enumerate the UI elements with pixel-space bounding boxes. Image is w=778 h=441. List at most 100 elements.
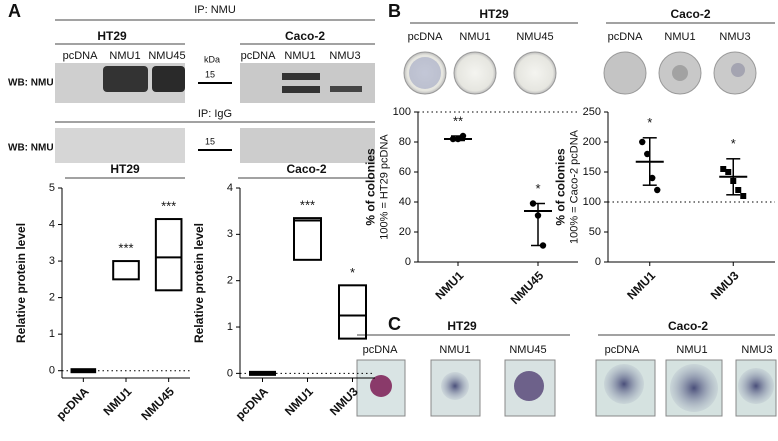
y-tick-label: 2	[49, 292, 55, 304]
y-axis-label: Relative protein level	[14, 223, 28, 343]
dish-image	[453, 51, 497, 95]
x-tick-label: NMU3	[708, 268, 742, 302]
lane-label: pcDNA	[241, 50, 277, 62]
bar	[70, 368, 97, 374]
marker-label: 15	[205, 69, 215, 79]
y-tick-label: 4	[227, 182, 233, 194]
y-tick-label: 40	[399, 196, 411, 208]
y-axis-label: % of colonies	[554, 148, 568, 226]
blot-band	[330, 86, 362, 92]
blot-image	[55, 128, 185, 163]
blot-band	[103, 66, 148, 92]
significance: *	[350, 265, 355, 280]
lane-label: pcDNA	[408, 31, 444, 43]
data-point	[730, 178, 737, 184]
data-point	[735, 187, 742, 193]
lane-label: NMU1	[109, 50, 140, 62]
significance: ***	[118, 241, 133, 256]
y-tick-label: 4	[49, 218, 55, 230]
significance: *	[731, 136, 736, 151]
colony-stain	[672, 65, 688, 81]
data-point	[740, 193, 747, 199]
marker-label: 15	[205, 136, 215, 146]
ip-label: IP: IgG	[198, 108, 232, 120]
lane-label: pcDNA	[363, 344, 399, 356]
dish-image	[403, 51, 447, 95]
y-tick-label: 250	[583, 106, 601, 118]
y-tick-label: 0	[405, 256, 411, 268]
lane-label: NMU1	[676, 344, 707, 356]
colony	[670, 364, 718, 412]
x-tick-label: NMU1	[624, 268, 658, 302]
image-header: HT29	[447, 319, 477, 333]
blot-image	[240, 63, 375, 103]
chart-title: HT29	[110, 162, 140, 176]
x-tick-label: pcDNA	[233, 384, 271, 422]
lane-label: NMU3	[719, 31, 750, 43]
lane-label: NMU45	[509, 344, 546, 356]
y-tick-label: 20	[399, 226, 411, 238]
panel-label: C	[388, 314, 401, 334]
bar	[338, 284, 367, 340]
blot-band	[282, 86, 320, 93]
blot-band	[282, 73, 320, 80]
y-axis-label: 100% = HT29 pcDNA	[378, 134, 390, 240]
lane-label: NMU3	[741, 344, 772, 356]
y-axis-label: 100% = Caco-2 pcDNA	[568, 129, 580, 244]
y-axis-label: % of colonies	[364, 148, 378, 226]
image-header: Caco-2	[668, 319, 708, 333]
colony	[441, 372, 469, 400]
chart-title: HT29	[479, 7, 509, 21]
x-tick-label: NMU1	[282, 384, 316, 418]
data-point	[449, 135, 457, 143]
y-tick-label: 200	[583, 136, 601, 148]
lane-label: NMU1	[439, 344, 470, 356]
x-tick-label: NMU3	[327, 384, 361, 418]
chart-title: Caco-2	[670, 7, 710, 21]
data-point	[529, 200, 537, 207]
y-tick-label: 80	[399, 136, 411, 148]
blot-band	[152, 66, 185, 92]
y-tick-label: 3	[227, 228, 233, 240]
y-tick-label: 100	[393, 106, 411, 118]
lane-label: pcDNA	[605, 344, 641, 356]
y-tick-label: 3	[49, 255, 55, 267]
bar	[112, 260, 140, 281]
y-tick-label: 5	[49, 182, 55, 194]
blot-header: HT29	[97, 29, 127, 43]
lane-label: NMU45	[516, 31, 553, 43]
x-tick-label: NMU45	[508, 268, 547, 307]
y-tick-label: 0	[49, 365, 55, 377]
colony-stain	[409, 57, 441, 89]
colony-image	[504, 359, 556, 417]
data-point	[649, 174, 656, 182]
significance: *	[535, 181, 540, 196]
y-tick-label: 50	[589, 226, 601, 238]
dish-image	[513, 51, 557, 95]
x-tick-label: NMU45	[138, 384, 177, 423]
kda-label: kDa	[204, 54, 220, 64]
y-tick-label: 0	[227, 367, 233, 379]
data-point	[644, 150, 651, 158]
significance: ***	[161, 198, 176, 213]
y-tick-label: 2	[227, 275, 233, 287]
panel-label: B	[388, 1, 401, 21]
lane-label: NMU45	[148, 50, 185, 62]
x-tick-label: pcDNA	[54, 384, 92, 422]
data-point	[459, 132, 467, 140]
data-point	[534, 212, 542, 219]
y-tick-label: 60	[399, 166, 411, 178]
y-tick-label: 100	[583, 196, 601, 208]
data-point	[454, 135, 462, 143]
data-point	[720, 166, 727, 172]
x-tick-label: NMU1	[432, 268, 466, 302]
bar	[154, 218, 183, 292]
significance: **	[453, 113, 463, 128]
lane-label: NMU1	[664, 31, 695, 43]
blot-image	[240, 128, 375, 163]
significance: *	[647, 115, 652, 130]
panel-label: A	[8, 1, 21, 21]
lane-label: NMU3	[329, 50, 360, 62]
y-tick-label: 1	[49, 328, 55, 340]
bar	[293, 217, 322, 261]
